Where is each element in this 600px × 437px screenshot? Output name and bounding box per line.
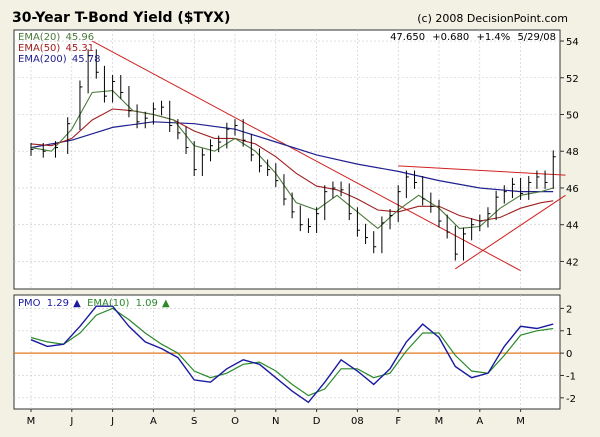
quote-date: 5/29/08 (517, 32, 556, 43)
chart-title: 30-Year T-Bond Yield ($TYX) (12, 10, 231, 26)
pmo-legend-name: PMO (18, 298, 41, 309)
month-label: M (27, 416, 36, 427)
pmo-y-tick-label: -1 (566, 371, 576, 382)
pmo-ema10-legend-value: 1.09 (136, 298, 158, 309)
trendline (398, 165, 566, 176)
legend-ema20-value: 45.96 (66, 32, 95, 43)
pmo-panel (13, 294, 561, 410)
quote-last: 47.650 (390, 32, 425, 43)
pmo-legend-value: 1.29 (47, 298, 69, 309)
pmo-legend: PMO 1.29 ▲ EMA(10) 1.09 ▲ (18, 298, 170, 309)
pmo-line (30, 305, 554, 404)
legend-ema50-name: EMA(50) (18, 43, 60, 54)
legend-ema200: EMA(200) 45.78 (18, 54, 101, 65)
quote-percent: +1.4% (476, 32, 510, 43)
month-label: 08 (351, 416, 364, 427)
price-y-tick-label: 52 (566, 74, 579, 85)
month-label: M (435, 416, 444, 427)
month-label: J (69, 416, 73, 427)
price-grid (14, 30, 560, 289)
ema20-line (30, 90, 554, 230)
quote-readout: 47.650 +0.680 +1.4% 5/29/08 (390, 32, 556, 43)
ema10-up-arrow-icon: ▲ (162, 298, 170, 309)
copyright-text: (c) 2008 DecisionPoint.com (417, 12, 568, 25)
month-label: A (476, 416, 483, 427)
pmo-y-tick-label: 1 (566, 327, 572, 338)
month-label: A (150, 416, 157, 427)
price-y-axis: 42 44 46 48 50 52 54 (560, 37, 579, 268)
price-y-tick-label: 42 (566, 257, 579, 268)
pmo-y-tick-label: -2 (566, 394, 576, 405)
ema50-line (30, 108, 554, 222)
pmo-grid (14, 295, 560, 409)
legend-ema20: EMA(20) 45.96 (18, 32, 94, 43)
price-y-tick-label: 54 (566, 37, 579, 48)
legend-ema50-value: 45.31 (66, 43, 95, 54)
pmo-ema10-legend-name: EMA(10) (87, 298, 129, 309)
price-y-tick-label: 48 (566, 147, 579, 158)
legend-ema200-name: EMA(200) (18, 54, 67, 65)
pmo-y-tick-label: 2 (566, 304, 572, 315)
month-label: S (191, 416, 197, 427)
pmo-y-tick-label: 0 (566, 349, 572, 360)
ema200-line (30, 121, 554, 193)
month-label: M (516, 416, 525, 427)
legend-ema200-value: 45.78 (72, 54, 101, 65)
pmo-up-arrow-icon: ▲ (73, 298, 81, 309)
price-y-tick-label: 44 (566, 221, 579, 232)
month-label: D (313, 416, 321, 427)
month-label: O (231, 416, 239, 427)
pmo-y-axis: 2 1 0 -1 -2 (560, 304, 576, 405)
trendline (455, 194, 566, 270)
month-label: F (395, 416, 401, 427)
price-y-tick-label: 50 (566, 110, 579, 121)
price-lines (30, 40, 566, 272)
legend-ema50: EMA(50) 45.31 (18, 43, 94, 54)
month-label: J (110, 416, 114, 427)
pmo-lines (30, 305, 554, 404)
legend-ema20-name: EMA(20) (18, 32, 60, 43)
price-panel (13, 29, 561, 290)
quote-change: +0.680 (432, 32, 469, 43)
x-axis-months: M J J A S O N D 08 F M A M (27, 409, 525, 427)
month-label: N (272, 416, 279, 427)
price-y-tick-label: 46 (566, 184, 579, 195)
